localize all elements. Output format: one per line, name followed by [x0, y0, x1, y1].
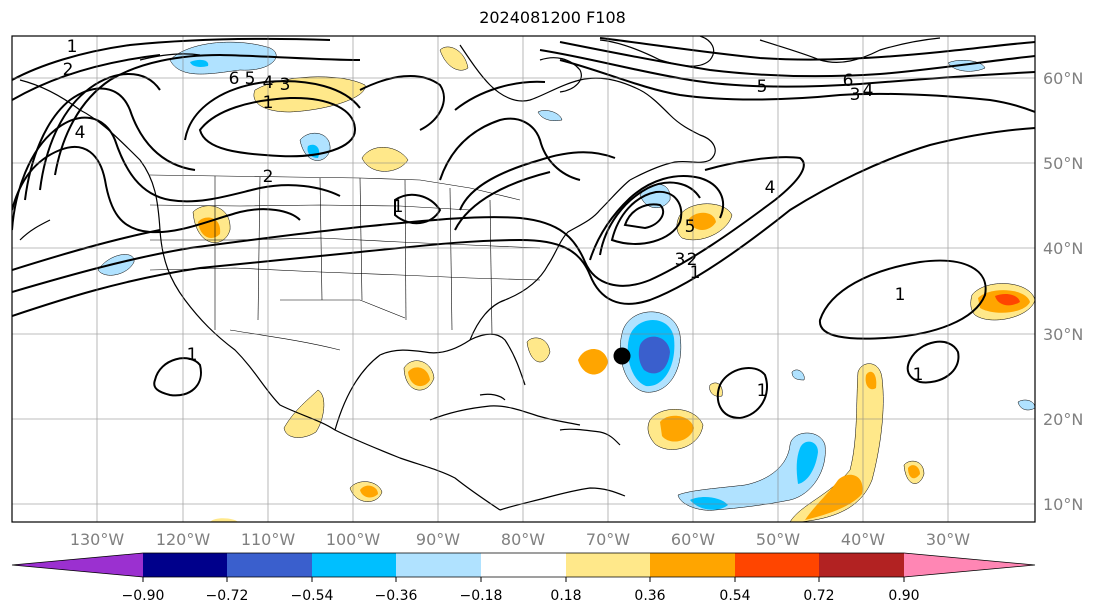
- colorbar-segment: [481, 553, 566, 577]
- map-frame: [11, 35, 1036, 523]
- lat-tick-label: 30°N: [1043, 325, 1083, 344]
- colorbar-segment: [396, 553, 481, 577]
- contour-label: 3: [850, 85, 861, 105]
- contour-label: 5: [245, 69, 256, 89]
- lon-tick-label: 30°W: [926, 530, 970, 549]
- storm-marker: [613, 347, 631, 365]
- colorbar-segment: [819, 553, 904, 577]
- colorbar-segment: [650, 553, 735, 577]
- lat-tick-label: 50°N: [1043, 154, 1083, 173]
- colorbar-tick-label: 0.36: [634, 588, 665, 604]
- lon-tick-label: 110°W: [241, 530, 296, 549]
- contour-label: 1: [187, 345, 198, 365]
- colorbar-tick-label: 0.90: [888, 588, 919, 604]
- contour-label: 1: [757, 381, 768, 401]
- colorbar-tick-label: −0.18: [460, 588, 503, 604]
- lon-tick-label: 130°W: [70, 530, 125, 549]
- lon-tick-label: 40°W: [841, 530, 885, 549]
- contour-label: 4: [863, 81, 874, 101]
- lon-tick-label: 80°W: [501, 530, 545, 549]
- contour-label: 1: [913, 365, 924, 385]
- contour-label: 5: [685, 217, 696, 237]
- colorbar-segment: [227, 553, 312, 577]
- map-title: 2024081200 F108: [479, 8, 626, 27]
- lon-tick-label: 50°W: [756, 530, 800, 549]
- lon-tick-label: 120°W: [156, 530, 211, 549]
- colorbar-labels: −0.90 −0.72 −0.54 −0.36 −0.18 0.18 0.36 …: [122, 588, 920, 604]
- colorbar-tick-label: −0.54: [291, 588, 334, 604]
- contour-label: 4: [765, 178, 776, 198]
- latitude-labels: 60°N 50°N 40°N 30°N 20°N 10°N: [1043, 69, 1083, 514]
- contour-label: 5: [757, 77, 768, 97]
- colorbar-tick-label: 0.18: [550, 588, 581, 604]
- contour-label: 3: [280, 75, 291, 95]
- political-boundaries: [149, 174, 541, 351]
- colorbar-segment: [566, 553, 650, 577]
- colorbar-tick-label: −0.72: [206, 588, 249, 604]
- anomaly-shading: [97, 41, 1035, 522]
- colorbar-tick-label: 0.54: [719, 588, 750, 604]
- colorbar-segment: [12, 553, 143, 577]
- lon-tick-label: 70°W: [586, 530, 630, 549]
- contour-label: 4: [75, 123, 86, 143]
- contour-label: 1: [263, 93, 274, 113]
- contour-label: 2: [263, 167, 274, 187]
- colorbar-segment: [312, 553, 396, 577]
- longitude-labels: 130°W 120°W 110°W 100°W 90°W 80°W 70°W 6…: [70, 530, 970, 549]
- colorbar: [11, 552, 1036, 582]
- contour-label: 1: [393, 197, 404, 217]
- contour-label: 2: [687, 250, 698, 270]
- contour-label: 4: [263, 73, 274, 93]
- contour-labels: 1 2 6 5 4 3 1 2 4 1 5 3 2 1 6 4 3 5 1 1 …: [63, 37, 924, 401]
- height-contours: [12, 37, 1035, 420]
- contour-label: 3: [675, 250, 686, 270]
- lon-tick-label: 90°W: [416, 530, 460, 549]
- lon-tick-label: 60°W: [671, 530, 715, 549]
- contour-label: 2: [63, 60, 74, 80]
- contour-label: 1: [895, 285, 906, 305]
- colorbar-tick-label: 0.72: [803, 588, 834, 604]
- contour-label: 6: [229, 69, 240, 89]
- colorbar-segment: [735, 553, 819, 577]
- lat-tick-label: 40°N: [1043, 239, 1083, 258]
- lat-tick-label: 60°N: [1043, 69, 1083, 88]
- colorbar-tick-label: −0.36: [375, 588, 418, 604]
- contour-label: 1: [690, 263, 701, 283]
- colorbar-segment: [904, 553, 1035, 577]
- lat-tick-label: 20°N: [1043, 410, 1083, 429]
- colorbar-segment: [143, 553, 227, 577]
- contour-label: 1: [67, 37, 78, 57]
- lon-tick-label: 100°W: [326, 530, 381, 549]
- lat-tick-label: 10°N: [1043, 495, 1083, 514]
- coastlines: [19, 36, 941, 511]
- graticule: [12, 36, 1035, 522]
- contour-label: 6: [843, 71, 854, 91]
- colorbar-tick-label: −0.90: [122, 588, 165, 604]
